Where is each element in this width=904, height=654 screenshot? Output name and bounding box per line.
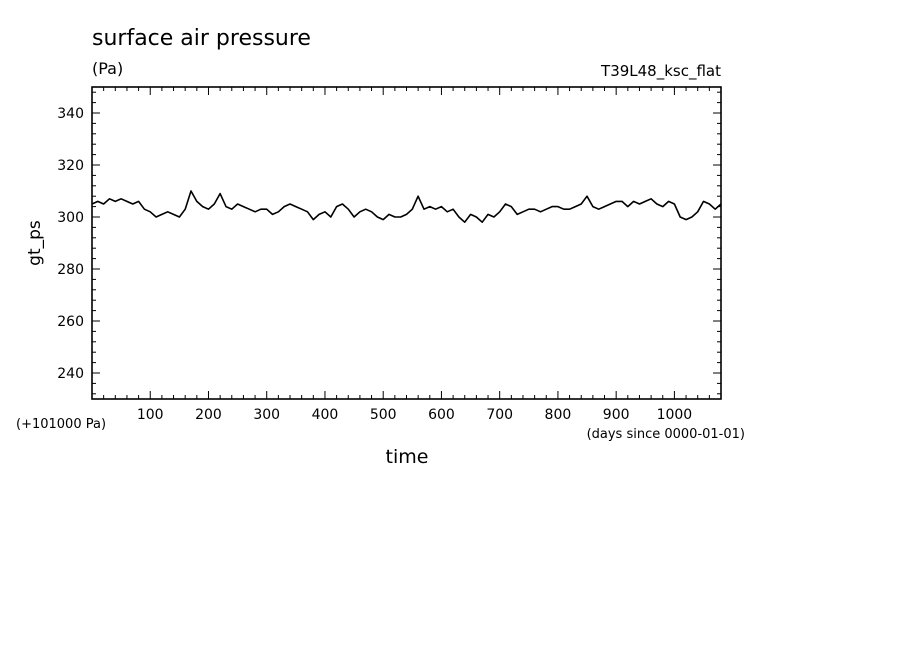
x-tick-labels: 100 200 300 400 500 600 700 800 900 1000 (137, 407, 692, 423)
chart-units: (Pa) (92, 59, 123, 78)
y-tick-labels: 240 260 280 300 320 340 (57, 106, 84, 382)
y-tick-label: 340 (57, 106, 84, 122)
plot-frame (91, 86, 722, 400)
x-tick-label: 100 (137, 407, 164, 423)
run-label: T39L48_ksc_flat (600, 62, 721, 81)
y-tick-label: 320 (57, 158, 84, 174)
y-tick-label: 260 (57, 314, 84, 330)
y-tick-label: 280 (57, 262, 84, 278)
x-unit-note: (days since 0000-01-01) (587, 427, 745, 442)
x-axis-label: time (386, 446, 429, 468)
y-tick-label: 240 (57, 366, 84, 382)
series-line (91, 190, 722, 223)
x-tick-label: 200 (195, 407, 222, 423)
x-tick-label: 1000 (657, 407, 693, 423)
y-tick-label: 300 (57, 210, 84, 226)
x-tick-label: 700 (486, 407, 513, 423)
x-tick-label: 800 (545, 407, 572, 423)
x-tick-label: 500 (370, 407, 397, 423)
x-tick-label: 300 (253, 407, 280, 423)
axis-ticks (92, 87, 721, 399)
y-axis-label: gt_ps (25, 220, 45, 266)
y-offset-note: (+101000 Pa) (16, 417, 106, 432)
x-tick-label: 400 (312, 407, 339, 423)
x-tick-label: 600 (428, 407, 455, 423)
chart-title: surface air pressure (92, 26, 311, 51)
x-tick-label: 900 (603, 407, 630, 423)
